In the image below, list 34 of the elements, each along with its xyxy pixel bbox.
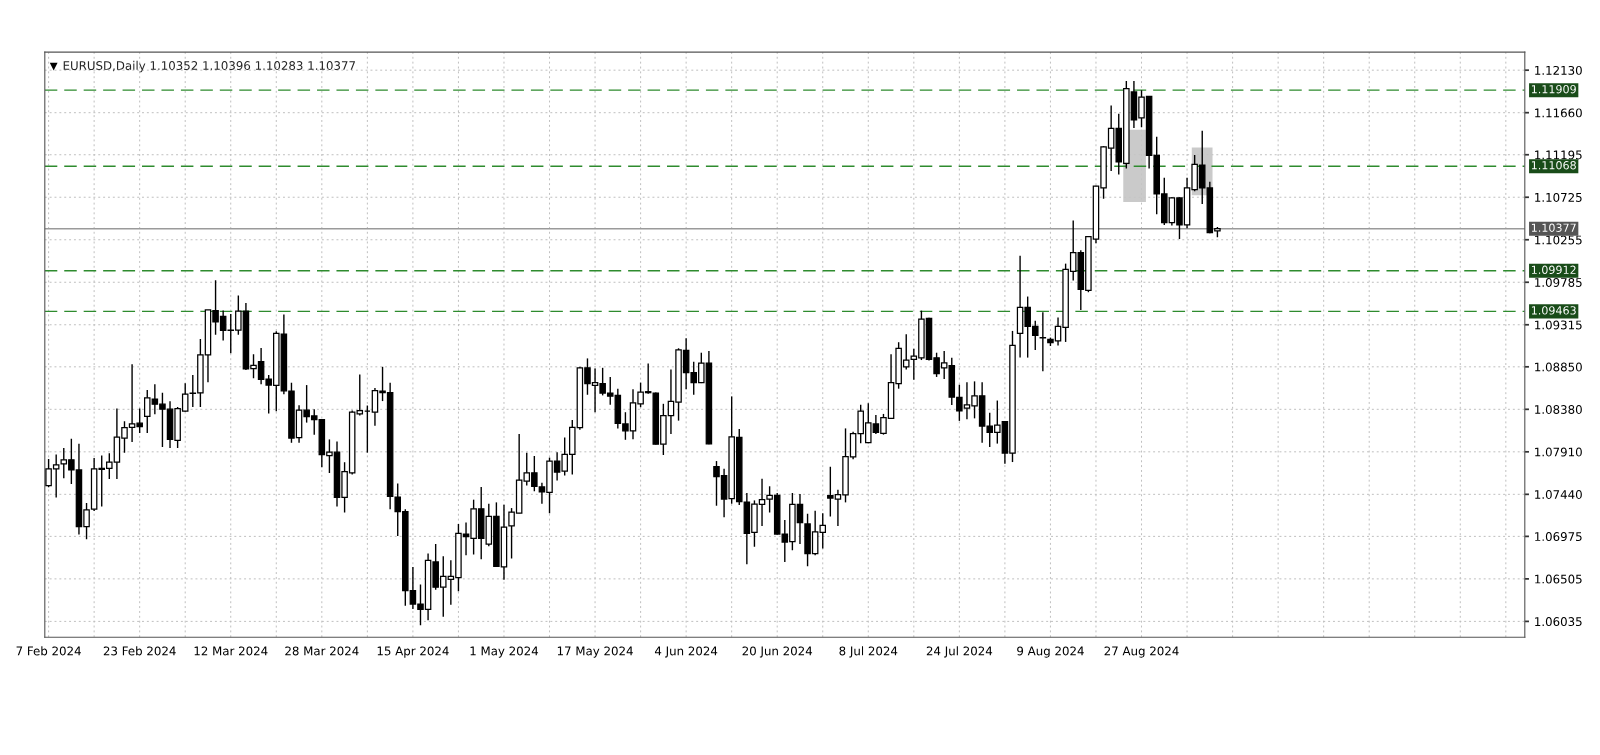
x-tick-label: 27 Aug 2024 xyxy=(1104,646,1179,658)
x-tick-label: 8 Jul 2024 xyxy=(839,646,898,658)
ref-line-label: 1.10377 xyxy=(1531,223,1576,232)
y-tick-label: 1.08380 xyxy=(1535,405,1582,414)
x-tick-label: 23 Feb 2024 xyxy=(103,646,176,656)
x-tick-label: 20 Jun 2024 xyxy=(742,646,813,658)
x-tick-label: 17 May 2024 xyxy=(557,646,633,658)
ref-line-label: 1.11909 xyxy=(1531,84,1576,94)
y-tick-label: 1.10725 xyxy=(1535,192,1582,202)
ref-line-label: 1.09463 xyxy=(1531,306,1576,315)
y-tick-label: 1.12130 xyxy=(1535,65,1582,75)
x-tick-label: 7 Feb 2024 xyxy=(16,646,81,656)
x-tick-label: 28 Mar 2024 xyxy=(285,646,359,656)
ref-line-label: 1.09912 xyxy=(1531,265,1576,274)
y-tick-label: 1.08850 xyxy=(1535,362,1582,372)
x-tick-label: 12 Mar 2024 xyxy=(194,646,268,656)
x-tick-label: 4 Jun 2024 xyxy=(654,646,718,658)
y-tick-label: 1.06505 xyxy=(1535,574,1582,584)
y-tick-label: 1.06035 xyxy=(1535,617,1582,627)
x-tick-label: 15 Apr 2024 xyxy=(377,646,449,658)
text: EURUSD,Daily 1.10352 1.10396 1.10283 1.10377 xyxy=(63,60,355,73)
x-tick-label: 24 Jul 2024 xyxy=(926,646,993,658)
y-tick-label: 1.07440 xyxy=(1535,490,1582,499)
x-tick-label: 9 Aug 2024 xyxy=(1017,646,1084,658)
y-tick-label: 1.10255 xyxy=(1535,235,1582,245)
y-tick-label: 1.11195 xyxy=(1535,150,1582,160)
y-tick-label: 1.09785 xyxy=(1535,277,1582,287)
y-tick-label: 1.11660 xyxy=(1535,108,1582,118)
ref-line-label: 1.11068 xyxy=(1531,161,1576,170)
y-tick-label: 1.09315 xyxy=(1535,320,1582,330)
y-tick-label: 1.07910 xyxy=(1535,447,1582,457)
x-tick-label: 1 May 2024 xyxy=(470,646,539,658)
candlestick xyxy=(1039,311,1047,372)
y-tick-label: 1.06975 xyxy=(1535,532,1582,542)
